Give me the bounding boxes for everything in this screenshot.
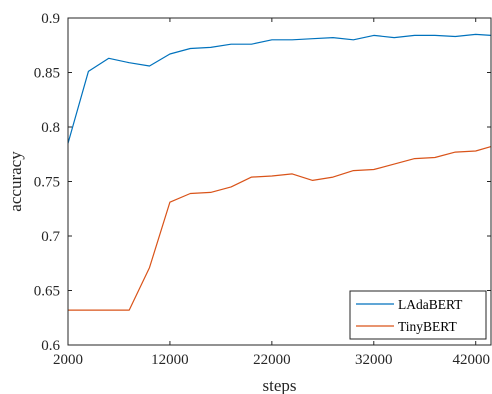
y-tick-label: 0.85	[34, 66, 60, 82]
x-axis-label: steps	[263, 376, 297, 394]
y-tick-label: 0.65	[34, 284, 60, 300]
series-layer	[67, 33, 492, 311]
y-tick-label: 0.9	[41, 11, 60, 27]
y-tick-label: 0.75	[34, 175, 60, 191]
legend-label: TinyBERT	[398, 319, 457, 334]
legend: LAdaBERT TinyBERT	[349, 290, 487, 340]
x-tick-label: 2000	[53, 352, 83, 368]
series-line-ladabert	[67, 33, 492, 144]
x-tick-label: 32000	[355, 352, 393, 368]
x-tick-label: 22000	[253, 352, 291, 368]
legend-label: LAdaBERT	[398, 297, 463, 312]
y-axis-label: accuracy	[6, 151, 25, 212]
y-tick-label: 0.8	[41, 120, 60, 136]
series-line-tinybert	[68, 146, 492, 311]
tick-labels-layer: 2000 12000 22000 32000 42000 0.6 0.65 0.7 0.75 0.…	[34, 11, 490, 368]
legend-box	[349, 290, 487, 340]
y-tick-label: 0.7	[41, 229, 60, 245]
x-tick-label: 12000	[151, 352, 189, 368]
axes-frame	[67, 17, 492, 346]
y-tick-label: 0.6	[41, 338, 60, 354]
x-tick-label: 42000	[453, 352, 491, 368]
